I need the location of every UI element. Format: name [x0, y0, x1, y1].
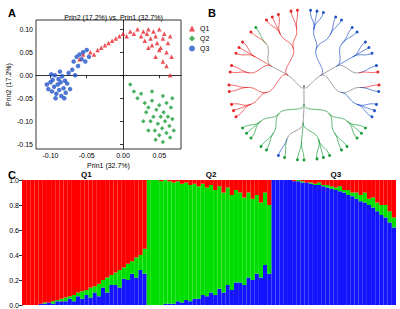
svg-text:0.2: 0.2 [9, 277, 19, 284]
svg-text:-0.10: -0.10 [17, 118, 33, 125]
svg-text:-0.05: -0.05 [17, 95, 33, 102]
svg-text:Q1: Q1 [200, 25, 209, 33]
svg-text:Q3: Q3 [330, 170, 341, 179]
svg-text:0.6: 0.6 [9, 227, 19, 234]
svg-text:Prin2 (17.2%): Prin2 (17.2%) [5, 63, 13, 106]
svg-text:Prin1 (32.7%): Prin1 (32.7%) [87, 162, 130, 170]
svg-text:0.05: 0.05 [19, 49, 33, 56]
svg-text:Q2: Q2 [200, 35, 209, 43]
svg-text:0.00: 0.00 [19, 72, 33, 79]
svg-text:0.8: 0.8 [9, 202, 19, 209]
svg-text:Q2: Q2 [206, 170, 217, 179]
svg-text:B: B [208, 7, 216, 19]
svg-text:C: C [8, 169, 16, 181]
svg-text:-0.05: -0.05 [79, 152, 95, 159]
svg-text:0.05: 0.05 [152, 152, 166, 159]
svg-text:Prin2 (17.2%) vs. Prin1 (32.7%: Prin2 (17.2%) vs. Prin1 (32.7%) [64, 14, 162, 22]
svg-text:0.4: 0.4 [9, 252, 19, 259]
svg-text:-0.15: -0.15 [17, 141, 33, 148]
svg-text:0.0: 0.0 [9, 302, 19, 309]
svg-text:Q1: Q1 [81, 170, 92, 179]
svg-text:0.10: 0.10 [19, 26, 33, 33]
svg-text:0.00: 0.00 [116, 152, 130, 159]
svg-text:Q3: Q3 [200, 45, 209, 53]
svg-text:-0.10: -0.10 [43, 152, 59, 159]
svg-text:A: A [8, 7, 16, 19]
